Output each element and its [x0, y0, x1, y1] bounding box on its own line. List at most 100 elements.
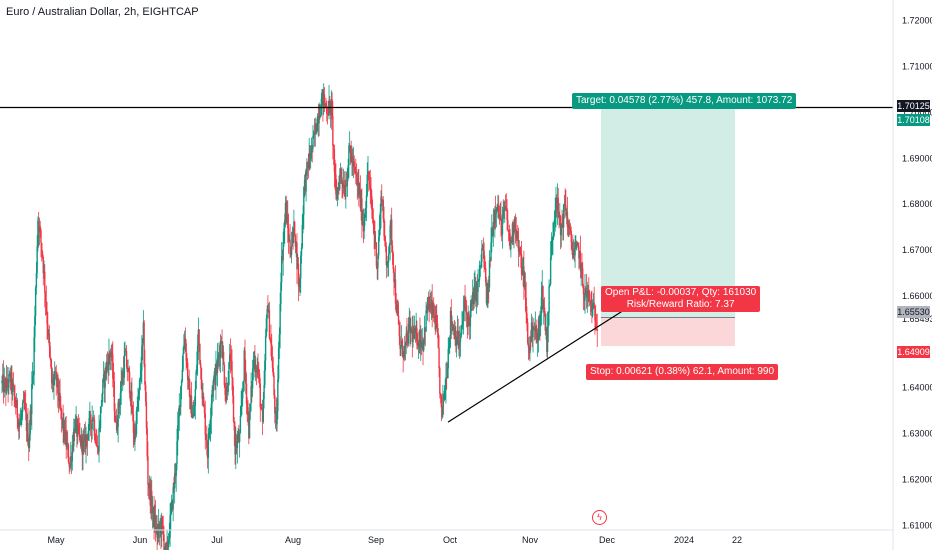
stop-label[interactable]: Stop: 0.00621 (0.38%) 62.1, Amount: 990: [586, 364, 779, 380]
candle-body: [57, 393, 60, 402]
candle-body: [250, 386, 252, 404]
candle-body: [31, 375, 34, 385]
candle-body: [508, 231, 511, 234]
candle-body: [73, 428, 76, 433]
candle-body: [130, 391, 132, 402]
candle-body: [60, 409, 63, 418]
candle-body: [292, 232, 294, 235]
candle-body: [243, 350, 245, 382]
candle-body: [232, 395, 235, 422]
candle-body: [396, 305, 398, 312]
candle-body: [406, 333, 408, 336]
candle-body: [537, 328, 540, 341]
candle-body: [138, 380, 141, 391]
candle-body: [47, 324, 49, 335]
candle-body: [482, 245, 485, 251]
candle-body: [461, 324, 463, 326]
candle-body: [514, 217, 517, 230]
pnl-label[interactable]: Open P&L: -0.00037, Qty: 161030 Risk/Rew…: [601, 286, 761, 312]
candle-body: [529, 336, 531, 354]
candle-body: [287, 228, 290, 241]
candle-body: [13, 386, 15, 396]
candle-body: [591, 303, 593, 317]
candle-body: [381, 200, 384, 202]
candle-body: [378, 237, 380, 256]
candle-body: [347, 165, 349, 178]
candle-body: [229, 354, 231, 363]
candle-body: [96, 446, 99, 448]
y-tick-label: 1.69000: [902, 153, 932, 163]
candle-body: [491, 228, 494, 236]
candle-body: [285, 202, 287, 223]
candle-body: [450, 310, 452, 326]
candle-body: [594, 308, 596, 321]
candle-body: [494, 209, 497, 214]
candle-body: [133, 433, 135, 443]
candle-body: [358, 189, 361, 195]
candle-body: [402, 355, 404, 357]
candle-body: [198, 329, 200, 344]
candle-body: [410, 327, 413, 330]
candle-body: [429, 304, 432, 306]
candle-body: [177, 416, 180, 426]
candle-body: [401, 340, 404, 356]
candle-body: [370, 188, 372, 197]
candle-body: [413, 330, 415, 339]
candle-body: [8, 373, 10, 388]
lightning-bolt-icon[interactable]: ϟ: [592, 510, 607, 525]
candle-body: [468, 322, 471, 327]
candle-body: [465, 311, 468, 315]
candle-body: [454, 330, 456, 340]
candle-body: [151, 512, 154, 514]
candle-body: [171, 500, 174, 510]
candle-body: [574, 248, 576, 256]
profit-zone: [601, 107, 735, 318]
target-label[interactable]: Target: 0.04578 (2.77%) 457.8, Amount: 1…: [572, 93, 797, 109]
candle-body: [295, 243, 297, 247]
candle-body: [583, 294, 585, 301]
candle-body: [160, 516, 163, 535]
candle-body: [504, 205, 507, 208]
candle-body: [225, 386, 228, 401]
candle-body: [105, 361, 108, 374]
candle-body: [369, 184, 371, 189]
candle-body: [377, 255, 379, 269]
candle-body: [83, 434, 86, 442]
candle-body: [345, 185, 347, 197]
candle-body: [293, 221, 296, 236]
candle-body: [128, 368, 130, 372]
candle-body: [435, 315, 437, 330]
candle-body: [326, 113, 329, 115]
candle-body: [194, 389, 197, 407]
y-tick-label: 1.71000: [902, 62, 932, 72]
candle-body: [319, 116, 321, 118]
candle-body: [400, 345, 402, 349]
candle-body: [318, 116, 320, 124]
x-tick-label: Nov: [522, 535, 539, 545]
candle-body: [469, 310, 472, 327]
candle-body: [375, 242, 378, 267]
candle-body: [507, 220, 509, 230]
candle-body: [138, 390, 140, 402]
candle-body: [22, 400, 25, 403]
candle-body: [181, 369, 184, 382]
candle-body: [279, 304, 281, 335]
candle-body: [211, 389, 213, 404]
candle-body: [571, 242, 573, 249]
candle-body: [549, 284, 551, 287]
candle-body: [577, 245, 579, 247]
candle-body: [51, 378, 54, 384]
candle-body: [291, 232, 294, 247]
candle-body: [260, 407, 262, 409]
candle-body: [107, 363, 109, 370]
y-tick-label: 1.67000: [902, 245, 932, 255]
candle-body: [274, 395, 276, 414]
candle-body: [405, 333, 407, 342]
candle-body: [69, 465, 71, 467]
candle-body: [303, 179, 306, 188]
candle-body: [146, 427, 148, 457]
candle-body: [94, 436, 96, 443]
candle-body: [182, 353, 184, 370]
candle-body: [568, 225, 570, 227]
